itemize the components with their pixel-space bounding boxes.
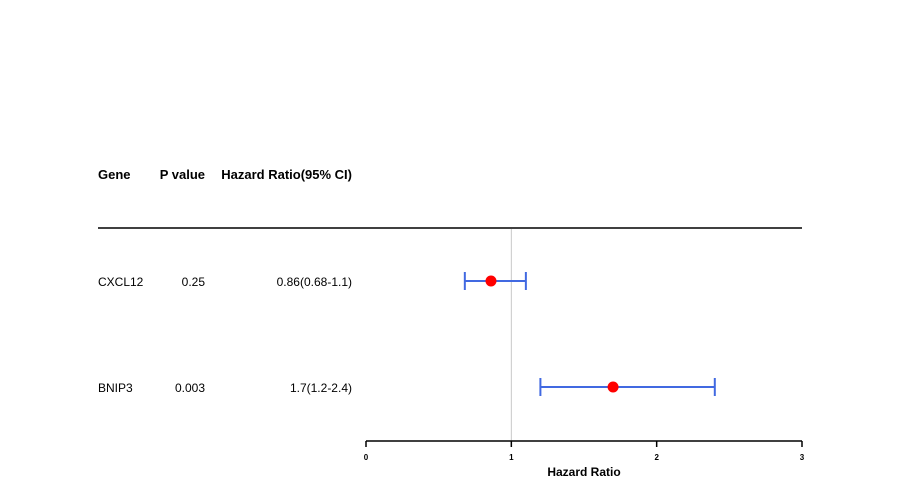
point-estimate bbox=[607, 381, 619, 393]
estimate-bnip3 bbox=[539, 378, 716, 396]
row-gene: BNIP3 bbox=[98, 381, 133, 395]
row-p-value: 0.003 bbox=[175, 381, 205, 395]
x-tick-label: 1 bbox=[509, 453, 514, 462]
row-gene: CXCL12 bbox=[98, 275, 144, 289]
row-p-value: 0.25 bbox=[182, 275, 206, 289]
x-tick-label: 2 bbox=[654, 453, 659, 462]
header-p-value: P value bbox=[160, 167, 205, 182]
row-hazard-ratio: 0.86(0.68-1.1) bbox=[277, 275, 352, 289]
x-tick-label: 0 bbox=[364, 453, 369, 462]
x-tick-label: 3 bbox=[800, 453, 805, 462]
point-estimate bbox=[485, 275, 497, 287]
x-axis-title: Hazard Ratio bbox=[547, 465, 620, 479]
header-gene: Gene bbox=[98, 167, 131, 182]
estimate-marks bbox=[463, 272, 716, 396]
header-hazard-ratio: Hazard Ratio(95% CI) bbox=[221, 167, 352, 182]
row-hazard-ratio: 1.7(1.2-2.4) bbox=[290, 381, 352, 395]
estimate-cxcl12 bbox=[463, 272, 527, 290]
x-axis: 0 1 2 3 bbox=[364, 440, 805, 462]
